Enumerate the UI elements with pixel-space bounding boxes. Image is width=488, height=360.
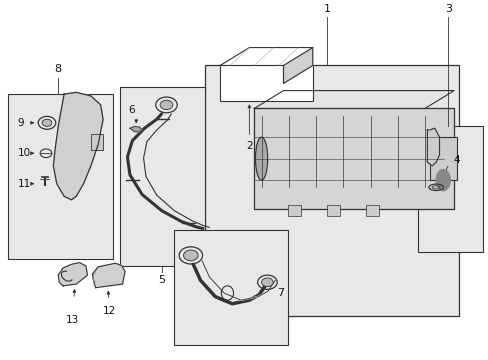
Text: 13: 13	[66, 315, 80, 324]
Polygon shape	[254, 108, 453, 209]
Text: 10: 10	[18, 148, 31, 158]
Polygon shape	[53, 93, 103, 200]
Bar	[288, 205, 300, 216]
Text: 2: 2	[245, 141, 252, 151]
Bar	[91, 134, 103, 150]
Polygon shape	[220, 48, 312, 66]
Text: 1: 1	[323, 4, 330, 14]
Text: 12: 12	[102, 306, 115, 316]
Text: 7: 7	[277, 288, 284, 298]
Text: 6: 6	[128, 105, 134, 115]
Text: 3: 3	[444, 4, 451, 14]
Text: 9: 9	[18, 118, 24, 128]
Text: 11: 11	[18, 179, 31, 189]
Bar	[120, 87, 205, 266]
Bar	[429, 137, 456, 180]
Bar	[205, 66, 458, 316]
Polygon shape	[254, 91, 453, 108]
Polygon shape	[92, 263, 125, 288]
Bar	[8, 94, 113, 259]
Ellipse shape	[255, 137, 267, 180]
Bar	[327, 205, 339, 216]
Polygon shape	[427, 128, 439, 166]
Circle shape	[261, 278, 273, 287]
Circle shape	[183, 250, 198, 261]
Polygon shape	[283, 48, 312, 84]
Ellipse shape	[428, 184, 443, 190]
Bar	[220, 66, 312, 101]
Bar	[417, 126, 483, 252]
Circle shape	[160, 100, 172, 109]
Circle shape	[42, 119, 52, 126]
Text: 8: 8	[55, 64, 61, 75]
Polygon shape	[58, 262, 87, 286]
Bar	[366, 205, 378, 216]
Text: 5: 5	[158, 275, 165, 285]
Bar	[173, 230, 288, 345]
Ellipse shape	[435, 170, 449, 191]
Text: 4: 4	[452, 156, 459, 166]
Polygon shape	[130, 126, 142, 132]
